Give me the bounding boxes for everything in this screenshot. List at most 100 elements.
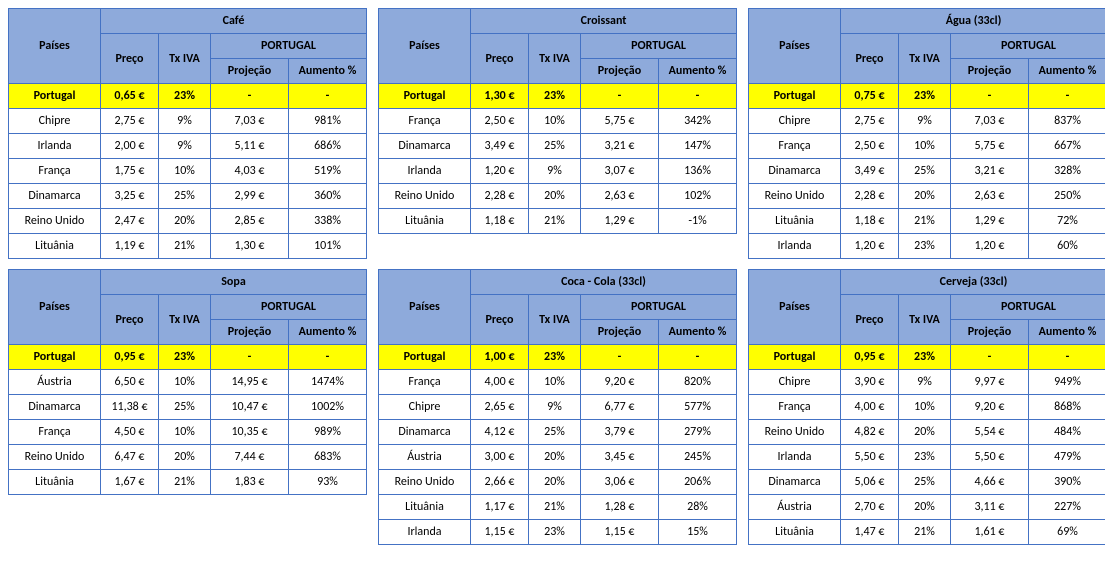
cell-proj: 2,99 € — [211, 184, 289, 209]
cell-country: Lituânia — [379, 495, 471, 520]
cell-aum: 683% — [289, 445, 367, 470]
cell-price: 2,65 € — [471, 395, 529, 420]
cell-aum: 479% — [1029, 445, 1105, 470]
cell-country: Chipre — [9, 109, 101, 134]
cell-price: 2,66 € — [471, 470, 529, 495]
cell-country: Portugal — [9, 84, 101, 109]
table-row: Reino Unido2,28 €20%2,63 €102% — [379, 184, 737, 209]
table-row: Dinamarca5,06 €25%4,66 €390% — [749, 470, 1105, 495]
cell-proj: 2,85 € — [211, 209, 289, 234]
cell-iva: 23% — [529, 520, 581, 545]
cell-aum: 868% — [1029, 395, 1105, 420]
cell-price: 3,00 € — [471, 445, 529, 470]
cell-aum: -1% — [659, 209, 737, 234]
cell-aum: 1474% — [289, 370, 367, 395]
cell-aum: 328% — [1029, 159, 1105, 184]
cell-country: Irlanda — [379, 159, 471, 184]
cell-iva: 21% — [529, 209, 581, 234]
cell-country: França — [749, 134, 841, 159]
cell-country: Dinamarca — [9, 184, 101, 209]
cell-aum: 101% — [289, 234, 367, 259]
cell-price: 4,50 € — [101, 420, 159, 445]
cell-iva: 9% — [159, 134, 211, 159]
cell-aum: 102% — [659, 184, 737, 209]
table-row: França4,00 €10%9,20 €868% — [749, 395, 1105, 420]
cell-aum: 949% — [1029, 370, 1105, 395]
table-row: Portugal0,95 €23%-- — [749, 345, 1105, 370]
cell-iva: 23% — [899, 445, 951, 470]
header-paises: Países — [9, 9, 101, 84]
cell-price: 2,47 € — [101, 209, 159, 234]
header-iva: Tx IVA — [529, 34, 581, 84]
header-preco: Preço — [841, 34, 899, 84]
cell-country: Chipre — [749, 109, 841, 134]
price-table: PaísesCoca - Cola (33cl)PreçoTx IVAPORTU… — [378, 269, 737, 545]
price-table: PaísesCerveja (33cl)PreçoTx IVAPORTUGALP… — [748, 269, 1105, 545]
cell-aum: 577% — [659, 395, 737, 420]
table-row: Reino Unido6,47 €20%7,44 €683% — [9, 445, 367, 470]
cell-iva: 10% — [159, 159, 211, 184]
cell-price: 2,28 € — [471, 184, 529, 209]
cell-proj: 3,45 € — [581, 445, 659, 470]
cell-iva: 9% — [529, 395, 581, 420]
cell-aum: - — [1029, 345, 1105, 370]
table-row: Chipre2,65 €9%6,77 €577% — [379, 395, 737, 420]
cell-proj: 6,77 € — [581, 395, 659, 420]
cell-aum: 390% — [1029, 470, 1105, 495]
cell-aum: 245% — [659, 445, 737, 470]
cell-aum: - — [289, 84, 367, 109]
cell-price: 2,28 € — [841, 184, 899, 209]
cell-price: 5,06 € — [841, 470, 899, 495]
cell-iva: 9% — [899, 109, 951, 134]
header-projecao: Projeção — [951, 59, 1029, 84]
header-portugal: PORTUGAL — [211, 34, 367, 59]
cell-iva: 23% — [899, 345, 951, 370]
cell-price: 1,17 € — [471, 495, 529, 520]
cell-iva: 21% — [529, 495, 581, 520]
cell-country: Lituânia — [379, 209, 471, 234]
cell-price: 6,50 € — [101, 370, 159, 395]
cell-price: 2,70 € — [841, 495, 899, 520]
cell-country: Reino Unido — [749, 184, 841, 209]
cell-aum: 60% — [1029, 234, 1105, 259]
table-row: Lituânia1,17 €21%1,28 €28% — [379, 495, 737, 520]
cell-price: 1,19 € — [101, 234, 159, 259]
cell-proj: 5,75 € — [951, 134, 1029, 159]
table-row: Dinamarca3,25 €25%2,99 €360% — [9, 184, 367, 209]
table-row: Áustria2,70 €20%3,11 €227% — [749, 495, 1105, 520]
cell-iva: 25% — [899, 159, 951, 184]
cell-proj: 1,30 € — [211, 234, 289, 259]
cell-price: 1,20 € — [471, 159, 529, 184]
cell-price: 2,00 € — [101, 134, 159, 159]
cell-proj: 5,54 € — [951, 420, 1029, 445]
table-row: França1,75 €10%4,03 €519% — [9, 159, 367, 184]
cell-iva: 9% — [159, 109, 211, 134]
cell-price: 3,25 € — [101, 184, 159, 209]
cell-proj: 1,28 € — [581, 495, 659, 520]
cell-proj: - — [211, 84, 289, 109]
cell-price: 1,18 € — [841, 209, 899, 234]
cell-price: 1,15 € — [471, 520, 529, 545]
cell-iva: 21% — [899, 209, 951, 234]
cell-proj: - — [581, 345, 659, 370]
cell-price: 1,18 € — [471, 209, 529, 234]
cell-aum: 360% — [289, 184, 367, 209]
cell-price: 1,47 € — [841, 520, 899, 545]
cell-proj: 3,79 € — [581, 420, 659, 445]
cell-aum: 147% — [659, 134, 737, 159]
price-table: PaísesCroissantPreçoTx IVAPORTUGALProjeç… — [378, 8, 737, 234]
cell-price: 0,75 € — [841, 84, 899, 109]
header-paises: Países — [379, 9, 471, 84]
cell-iva: 25% — [899, 470, 951, 495]
cell-proj: 10,35 € — [211, 420, 289, 445]
header-aumento: Aumento % — [289, 320, 367, 345]
cell-proj: 3,07 € — [581, 159, 659, 184]
cell-price: 1,67 € — [101, 470, 159, 495]
cell-price: 4,00 € — [471, 370, 529, 395]
cell-country: Dinamarca — [749, 159, 841, 184]
cell-proj: 5,75 € — [581, 109, 659, 134]
cell-proj: 2,63 € — [581, 184, 659, 209]
cell-proj: 5,50 € — [951, 445, 1029, 470]
cell-iva: 23% — [529, 84, 581, 109]
cell-proj: 4,66 € — [951, 470, 1029, 495]
